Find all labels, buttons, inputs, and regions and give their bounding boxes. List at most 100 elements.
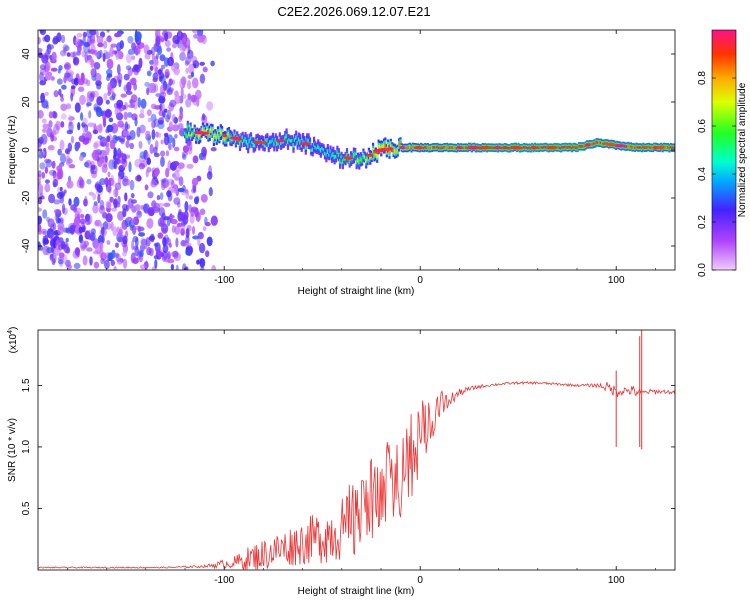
noise-speckle	[150, 113, 157, 123]
noise-speckle	[174, 170, 180, 181]
noise-speckle	[167, 56, 175, 67]
colorbar-label: Normalized spectral amplitude	[737, 82, 748, 217]
ridge-core	[528, 146, 531, 149]
noise-speckle	[96, 35, 104, 44]
noise-speckle	[117, 72, 123, 84]
ridge-hotspot	[343, 156, 351, 160]
ridge-core	[431, 146, 434, 149]
noise-speckle	[77, 44, 82, 53]
noise-speckle	[51, 129, 57, 136]
noise-speckle	[146, 246, 152, 256]
snr-ticks: -100 0 100 0.5 1.0 1.5	[21, 330, 675, 586]
noise-speckle	[39, 162, 46, 170]
noise-speckle	[164, 32, 169, 42]
colorbar-frame	[711, 29, 737, 271]
noise-speckle	[82, 117, 88, 125]
ridge-core	[337, 152, 340, 157]
ridge-core	[227, 131, 231, 137]
noise-speckle	[204, 222, 211, 227]
noise-speckle	[39, 30, 46, 36]
ridge-core	[314, 145, 317, 150]
ridge-core	[247, 143, 250, 148]
noise-speckle	[170, 264, 175, 270]
ridge-core	[206, 128, 209, 134]
noise-speckle	[190, 94, 197, 103]
noise-speckle	[44, 183, 51, 193]
noise-speckle	[80, 112, 84, 121]
noise-speckle	[60, 103, 68, 112]
noise-speckle	[45, 216, 51, 223]
ridge-hotspot	[199, 131, 210, 135]
ridge-core	[636, 146, 639, 149]
noise-speckle	[162, 244, 169, 253]
noise-speckle	[111, 91, 116, 101]
ridge-core	[440, 146, 443, 150]
noise-speckle	[52, 136, 58, 142]
noise-speckle	[157, 232, 164, 239]
ridge-core	[557, 146, 560, 149]
noise-speckle	[118, 138, 125, 143]
ridge-core	[356, 157, 360, 163]
noise-speckle	[151, 120, 155, 130]
noise-speckle	[89, 256, 93, 266]
noise-speckle	[179, 111, 184, 120]
noise-speckle	[126, 81, 132, 92]
ridge-core	[333, 155, 336, 160]
noise-speckle	[131, 42, 137, 50]
ridge-core	[323, 151, 327, 156]
noise-speckle	[192, 155, 199, 164]
noise-speckle	[82, 255, 88, 266]
noise-speckle	[101, 226, 105, 236]
ridge-core	[289, 139, 292, 143]
ridge-core	[207, 134, 210, 138]
ridge-core	[345, 153, 349, 158]
noise-speckle	[151, 129, 156, 140]
noise-speckle	[68, 114, 72, 124]
ridge-core	[222, 136, 225, 141]
noise-speckle	[144, 184, 149, 191]
ridge-core	[278, 136, 281, 141]
y-tick-label: 0	[21, 147, 32, 153]
noise-speckle	[66, 264, 72, 270]
noise-speckle	[61, 84, 67, 90]
noise-speckle	[201, 146, 207, 158]
noise-speckle	[136, 174, 142, 182]
ridge-core	[491, 146, 494, 149]
ridge-core	[293, 138, 296, 142]
noise-speckle	[158, 119, 164, 125]
ridge-core	[455, 147, 458, 150]
noise-speckle	[56, 165, 63, 172]
ridge-core	[352, 153, 355, 158]
noise-speckle	[116, 258, 123, 265]
ridge-hotspot	[530, 146, 538, 150]
noise-speckle	[149, 65, 154, 71]
noise-speckle	[65, 237, 69, 243]
ridge-core	[270, 139, 273, 144]
ridge-core	[245, 139, 248, 145]
noise-speckle	[122, 129, 130, 137]
noise-speckle	[92, 203, 99, 214]
ridge-core	[569, 145, 572, 149]
ridge-core	[527, 147, 530, 150]
noise-speckle	[175, 237, 179, 248]
ridge-core	[355, 160, 358, 165]
colorbar-gradient	[712, 30, 736, 270]
ridge-core	[223, 136, 226, 142]
ridge-core	[382, 143, 386, 149]
noise-speckle	[153, 242, 159, 247]
ridge-core	[649, 146, 652, 149]
noise-speckle	[92, 149, 99, 161]
ridge-core	[185, 133, 188, 138]
spectrogram-y-label: Frequency (Hz)	[7, 116, 18, 185]
noise-speckle	[105, 145, 110, 156]
ridge-core	[671, 146, 674, 150]
ridge-core	[340, 155, 343, 159]
noise-speckle	[113, 266, 117, 270]
noise-speckle	[38, 215, 42, 225]
noise-speckle	[174, 133, 178, 139]
noise-speckle	[127, 112, 133, 118]
ridge-core	[315, 146, 318, 151]
ridge-core	[447, 146, 450, 150]
noise-speckle	[180, 239, 187, 247]
noise-speckle	[131, 55, 136, 61]
